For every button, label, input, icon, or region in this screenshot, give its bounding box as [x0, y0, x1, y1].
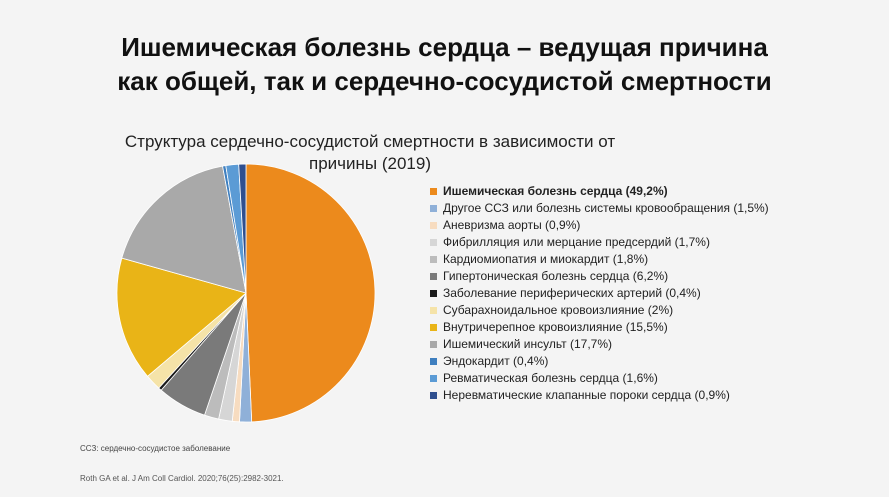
legend-swatch-4 [430, 256, 437, 263]
legend-swatch-6 [430, 290, 437, 297]
legend-label-6: Заболевание периферических артерий (0,4%… [443, 286, 701, 300]
chart-title-line-1: Структура сердечно-сосудистой смертности… [124, 132, 616, 151]
legend-item-5: Гипертоническая болезнь сердца (6,2%) [430, 268, 769, 285]
legend-label-8: Внутричерепное кровоизлияние (15,5%) [443, 320, 668, 334]
legend-item-3: Фибрилляция или мерцание предсердий (1,7… [430, 234, 769, 251]
legend-item-7: Субарахноидальное кровоизлияние (2%) [430, 302, 769, 319]
legend-swatch-3 [430, 239, 437, 246]
legend-item-4: Кардиомиопатия и миокардит (1,8%) [430, 251, 769, 268]
footnote: ССЗ: сердечно-сосудистое заболевание [80, 444, 231, 453]
legend-swatch-12 [430, 392, 437, 399]
legend-swatch-10 [430, 358, 437, 365]
legend-item-0: Ишемическая болезнь сердца (49,2%) [430, 183, 769, 200]
legend-item-6: Заболевание периферических артерий (0,4%… [430, 285, 769, 302]
legend-swatch-7 [430, 307, 437, 314]
legend-item-2: Аневризма аорты (0,9%) [430, 217, 769, 234]
legend-swatch-2 [430, 222, 437, 229]
chart-title-line-2: причины (2019) [309, 154, 431, 173]
legend-label-5: Гипертоническая болезнь сердца (6,2%) [443, 269, 669, 283]
chart-title: Структура сердечно-сосудистой смертности… [80, 131, 660, 175]
legend-item-11: Ревматическая болезнь сердца (1,6%) [430, 370, 769, 387]
legend-item-9: Ишемический инсульт (17,7%) [430, 336, 769, 353]
legend-item-12: Неревматические клапанные пороки сердца … [430, 387, 769, 404]
legend-label-7: Субарахноидальное кровоизлияние (2%) [443, 303, 674, 317]
legend-label-12: Неревматические клапанные пороки сердца … [443, 388, 730, 402]
legend-item-8: Внутричерепное кровоизлияние (15,5%) [430, 319, 769, 336]
legend-swatch-9 [430, 341, 437, 348]
slide-title-line-1: Ишемическая болезнь сердца – ведущая при… [121, 32, 768, 62]
legend-swatch-11 [430, 375, 437, 382]
legend-label-9: Ишемический инсульт (17,7%) [443, 337, 613, 351]
pie-slice-9 [121, 165, 247, 294]
legend-label-4: Кардиомиопатия и миокардит (1,8%) [443, 252, 649, 266]
legend-item-1: Другое ССЗ или болезнь системы кровообра… [430, 200, 769, 217]
legend-label-2: Аневризма аорты (0,9%) [443, 218, 581, 232]
chart-legend: Ишемическая болезнь сердца (49,2%) Другое… [430, 183, 769, 404]
slide-title-line-2: как общей, так и сердечно-сосудистой сме… [117, 66, 772, 96]
legend-label-3: Фибрилляция или мерцание предсердий (1,7… [443, 235, 710, 249]
pie-slice-0 [245, 163, 376, 423]
legend-label-11: Ревматическая болезнь сердца (1,6%) [443, 371, 658, 385]
legend-item-10: Эндокардит (0,4%) [430, 353, 769, 370]
source-citation: Roth GA et al. J Am Coll Cardiol. 2020;7… [80, 474, 284, 483]
legend-label-0: Ишемическая болезнь сердца (49,2%) [443, 184, 668, 198]
legend-label-10: Эндокардит (0,4%) [443, 354, 549, 368]
pie-slice-8 [116, 257, 247, 377]
pie-slice-12 [238, 163, 247, 294]
slide-title: Ишемическая болезнь сердца – ведущая при… [0, 30, 889, 98]
legend-label-1: Другое ССЗ или болезнь системы кровообра… [443, 201, 769, 215]
legend-swatch-0 [430, 188, 437, 195]
legend-swatch-1 [430, 205, 437, 212]
pie-chart [116, 163, 376, 423]
legend-swatch-5 [430, 273, 437, 280]
legend-swatch-8 [430, 324, 437, 331]
